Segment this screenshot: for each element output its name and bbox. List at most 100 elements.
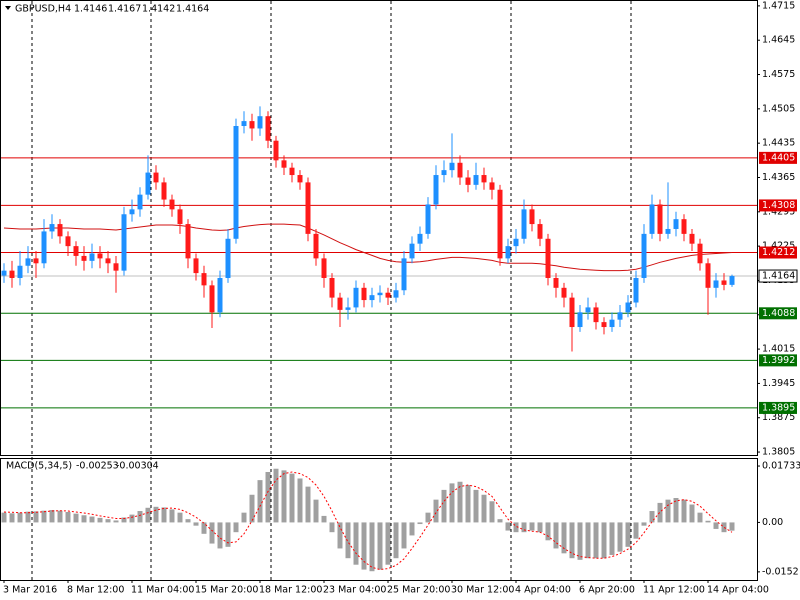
candle-body <box>353 287 359 308</box>
y-tick-label: 1.3945 <box>762 378 795 389</box>
candle-body <box>177 209 183 225</box>
macd-bar <box>81 515 87 523</box>
macd-bar <box>169 509 175 523</box>
y-tick-label: 1.4365 <box>762 172 795 183</box>
macd-bar <box>577 522 583 560</box>
level-label: 1.4405 <box>762 152 795 163</box>
x-tick-label: 15 Mar 20:00 <box>195 585 258 596</box>
candle-body <box>305 182 311 234</box>
macd-bar <box>657 502 663 523</box>
candle-body <box>393 290 399 298</box>
candle-body <box>49 224 55 232</box>
macd-bar <box>633 522 639 539</box>
level-label-bg <box>759 354 797 367</box>
period-separators <box>31 1 632 580</box>
y-tick-label: 1.4435 <box>762 138 795 149</box>
x-tick-label: 4 Apr 04:00 <box>515 585 571 596</box>
macd-bar <box>601 522 607 559</box>
macd-signal <box>3 471 733 571</box>
macd-bar <box>489 501 495 523</box>
y-tick-label: 1.4715 <box>762 0 795 11</box>
macd-bar <box>417 522 423 525</box>
macd-bar <box>473 489 479 523</box>
candle-body <box>585 307 591 313</box>
macd-bar <box>113 520 119 523</box>
candle-body <box>289 167 295 176</box>
macd-y-tick-label: 0.01733 <box>762 461 800 472</box>
x-tick-label: 6 Apr 20:00 <box>579 585 635 596</box>
macd-bar <box>665 499 671 523</box>
macd-bar <box>233 522 239 533</box>
candle-body <box>513 238 519 247</box>
candle-body <box>33 258 39 264</box>
level-label-bg <box>759 199 797 212</box>
macd-bar <box>465 485 471 523</box>
macd-bar <box>273 468 279 523</box>
macd-bar <box>153 506 159 523</box>
candle-body <box>569 297 575 328</box>
macd-bar <box>409 522 415 536</box>
macd-bar <box>569 522 575 559</box>
macd-y-tick-label: 0.00 <box>762 517 783 528</box>
macd-bar <box>649 511 655 523</box>
header-close: 1.4164 <box>176 4 209 15</box>
macd-bar <box>713 522 719 529</box>
macd-bar <box>145 507 151 523</box>
macd-bar <box>529 522 535 531</box>
candle-body <box>153 172 159 183</box>
candle-body <box>489 182 495 190</box>
dropdown-icon[interactable] <box>5 6 11 10</box>
y-tick-label: 1.4505 <box>762 103 795 114</box>
candle-body <box>689 233 695 244</box>
macd-bar <box>369 522 375 572</box>
x-tick-label: 3 Mar 2016 <box>3 585 57 596</box>
candle-body <box>257 116 263 129</box>
macd-bar <box>641 522 647 526</box>
candle-body <box>345 307 351 310</box>
candle-body <box>337 297 343 310</box>
candle-body <box>545 238 551 279</box>
macd-bar <box>209 522 215 544</box>
x-tick-label: 11 Apr 12:00 <box>643 585 705 596</box>
candle-body <box>433 175 439 205</box>
macd-bar <box>353 522 359 565</box>
candle-body <box>137 194 143 210</box>
macd-y-tick-label: -0.0152 <box>762 566 799 577</box>
macd-bar <box>545 522 551 541</box>
candle-body <box>649 204 655 234</box>
macd-bar <box>697 512 703 523</box>
candle-body <box>273 140 279 161</box>
macd-bar <box>537 522 543 533</box>
macd-bar <box>721 522 727 533</box>
macd-bar <box>193 522 199 526</box>
candle-body <box>81 255 87 261</box>
x-tick-label: 8 Mar 12:00 <box>67 585 124 596</box>
candle-body <box>409 243 415 259</box>
macd-bar <box>681 499 687 523</box>
candle-body <box>657 204 663 234</box>
candle-body <box>233 126 239 239</box>
candle-body <box>729 276 735 285</box>
macd-bar <box>337 522 343 549</box>
candle-body <box>17 265 23 279</box>
macd-bar <box>625 522 631 547</box>
candle-body <box>537 224 543 239</box>
candle-body <box>9 270 15 279</box>
macd-bar <box>129 514 135 523</box>
level-label: 1.3895 <box>762 402 795 413</box>
candle-body <box>129 209 135 215</box>
symbol-label: GBPUSD,H4 <box>15 4 71 15</box>
level-label-bg <box>759 307 797 320</box>
macd-bar <box>249 494 255 523</box>
candle-body <box>281 160 287 168</box>
candle-body <box>713 280 719 288</box>
main-panel-frame <box>0 0 758 456</box>
macd-bar <box>41 510 47 523</box>
macd-bar <box>457 481 463 523</box>
macd-bar <box>313 499 319 523</box>
candle-body <box>417 233 423 244</box>
macd-bar <box>401 522 407 549</box>
macd-bar <box>217 522 223 549</box>
